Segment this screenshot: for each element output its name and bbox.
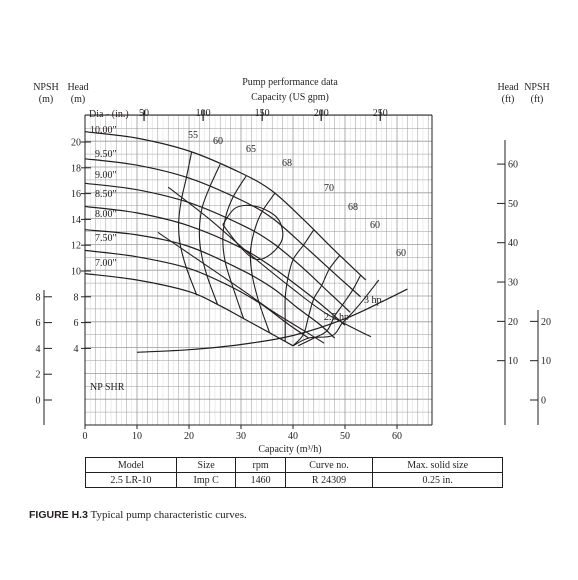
head-m-tick-label: 4 bbox=[74, 344, 79, 355]
impeller-label-7-50: 7.50" bbox=[95, 233, 117, 244]
chart-title: Pump performance data bbox=[242, 77, 338, 88]
npsh-m-axis-title: NPSH bbox=[33, 82, 59, 93]
npsh-m-tick-label: 6 bbox=[36, 318, 41, 329]
npsh-m-tick-label: 4 bbox=[36, 344, 41, 355]
head-ft-tick-label: 20 bbox=[508, 317, 518, 328]
head-ft-tick-label: 60 bbox=[508, 160, 518, 171]
table-header-cell: rpm bbox=[235, 457, 286, 473]
power-label-2-5hp: 2.5 hp bbox=[324, 312, 349, 323]
top-axis-label: Capacity (US gpm) bbox=[251, 92, 329, 103]
head-ft-tick-label: 10 bbox=[508, 356, 518, 367]
impeller-label-8-50: 8.50" bbox=[95, 189, 117, 200]
efficiency-label-60b: 60 bbox=[370, 220, 380, 231]
table-cell: R 24309 bbox=[284, 472, 374, 488]
efficiency-curve-peak bbox=[222, 204, 284, 261]
impeller-curves bbox=[84, 131, 367, 347]
head-ft-tick-label: 50 bbox=[508, 199, 518, 210]
bottom-tick-label: 50 bbox=[340, 431, 350, 442]
impeller-curve bbox=[84, 158, 362, 298]
npsh-m-axis-unit: (m) bbox=[39, 94, 53, 105]
bottom-tick-label: 10 bbox=[132, 431, 142, 442]
bottom-tick-label: 0 bbox=[83, 431, 88, 442]
head-m-tick-label: 14 bbox=[71, 215, 81, 226]
table-header-cell: Max. solid size bbox=[372, 457, 503, 473]
head-m-tick-label: 10 bbox=[71, 267, 81, 278]
efficiency-label-55: 55 bbox=[188, 130, 198, 141]
efficiency-label-68: 68 bbox=[282, 158, 292, 169]
impeller-label-10-00: 10.00" bbox=[90, 125, 117, 136]
head-ft-tick-label: 30 bbox=[508, 278, 518, 289]
table-header-cell: Size bbox=[175, 457, 237, 473]
head-m-tick-label: 8 bbox=[74, 292, 79, 303]
efficiency-label-70: 70 bbox=[324, 183, 334, 194]
table-header-cell: Model bbox=[85, 457, 177, 473]
head-ft-axis-title: Head bbox=[497, 82, 518, 93]
bottom-axis-label: Capacity (m³/h) bbox=[258, 444, 321, 455]
head-m-tick-label: 18 bbox=[71, 163, 81, 174]
top-tick-label: 50 bbox=[139, 108, 149, 119]
npsh-curve bbox=[136, 288, 408, 353]
impeller-curve bbox=[84, 229, 336, 339]
table-row: 2.5 LR-10 Imp C 1460 R 24309 0.25 in. bbox=[85, 472, 503, 488]
impeller-label-8-00: 8.00" bbox=[95, 209, 117, 220]
top-tick-label: 250 bbox=[373, 108, 388, 119]
impeller-label-9-00: 9.00" bbox=[95, 170, 117, 181]
efficiency-label-65: 65 bbox=[246, 144, 256, 155]
figure-number: FIGURE H.3 bbox=[29, 509, 88, 521]
head-m-axis-title: Head bbox=[67, 82, 88, 93]
head-ft-tick-label: 40 bbox=[508, 238, 518, 249]
dia-label: Dia - (in.) bbox=[89, 109, 129, 120]
table-header-row: Model Size rpm Curve no. Max. solid size bbox=[85, 457, 503, 473]
pump-spec-table: Model Size rpm Curve no. Max. solid size… bbox=[85, 457, 503, 488]
power-label-3hp: 3 hp bbox=[364, 295, 382, 306]
table-cell: Imp C bbox=[175, 472, 237, 488]
efficiency-label-60c: 60 bbox=[396, 248, 406, 259]
impeller-curve bbox=[84, 131, 367, 281]
impeller-curve bbox=[84, 273, 294, 347]
npsh-required-curve bbox=[136, 288, 408, 353]
npsh-m-tick-label: 8 bbox=[36, 292, 41, 303]
power-curve-3hp bbox=[167, 186, 372, 338]
table-cell: 1460 bbox=[235, 472, 286, 488]
npsh-ft-tick-label: 20 bbox=[541, 317, 551, 328]
head-m-tick-label: 12 bbox=[71, 241, 81, 252]
efficiency-label-60: 60 bbox=[213, 136, 223, 147]
table-header-cell: Curve no. bbox=[284, 457, 374, 473]
head-m-tick-label: 16 bbox=[71, 189, 81, 200]
chart-grid bbox=[84, 115, 432, 426]
top-tick-label: 200 bbox=[314, 108, 329, 119]
head-m-tick-label: 6 bbox=[74, 318, 79, 329]
efficiency-curve bbox=[198, 163, 221, 305]
npsh-ft-axis-unit: (ft) bbox=[531, 94, 544, 105]
bottom-tick-label: 30 bbox=[236, 431, 246, 442]
head-ft-axis-unit: (ft) bbox=[502, 94, 515, 105]
table-cell: 2.5 LR-10 bbox=[85, 472, 177, 488]
head-m-tick-label: 20 bbox=[71, 138, 81, 149]
bottom-tick-label: 60 bbox=[392, 431, 402, 442]
npsh-ft-axis-title: NPSH bbox=[524, 82, 550, 93]
impeller-curve bbox=[84, 182, 351, 313]
npsh-m-tick-label: 0 bbox=[36, 396, 41, 407]
impeller-label-7-00: 7.00" bbox=[95, 258, 117, 269]
npsh-curve-label: NP SHR bbox=[90, 382, 125, 393]
top-tick-label: 150 bbox=[255, 108, 270, 119]
top-tick-label: 100 bbox=[196, 108, 211, 119]
impeller-curve bbox=[84, 205, 346, 326]
efficiency-label-68b: 68 bbox=[348, 202, 358, 213]
impeller-label-9-50: 9.50" bbox=[95, 149, 117, 160]
figure-caption: FIGURE H.3 Typical pump characteristic c… bbox=[29, 509, 247, 521]
npsh-m-tick-label: 2 bbox=[36, 370, 41, 381]
impeller-curve bbox=[84, 249, 309, 339]
bottom-tick-label: 40 bbox=[288, 431, 298, 442]
head-m-axis-unit: (m) bbox=[71, 94, 85, 105]
npsh-ft-tick-label: 10 bbox=[541, 356, 551, 367]
bottom-tick-label: 20 bbox=[184, 431, 194, 442]
chart-text: Pump performance data Capacity (US gpm) … bbox=[33, 77, 550, 455]
npsh-ft-tick-label: 0 bbox=[541, 396, 546, 407]
figure-caption-text: Typical pump characteristic curves. bbox=[90, 509, 247, 521]
table-cell: 0.25 in. bbox=[372, 472, 503, 488]
